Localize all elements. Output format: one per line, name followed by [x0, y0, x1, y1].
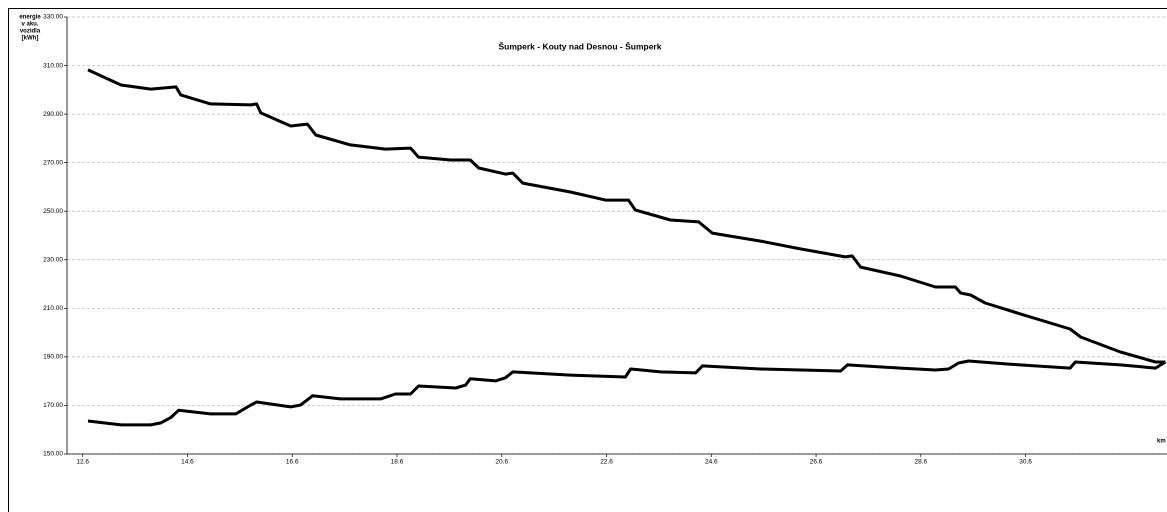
x-tick-label: 30.6 [1019, 459, 1032, 466]
x-tick-label: 20.6 [495, 459, 508, 466]
x-tick-label: 22.6 [600, 459, 613, 466]
y-tick-label: 190.00 [43, 354, 63, 361]
y-tick-label: 150.00 [43, 451, 63, 458]
y-tick-label: 230.00 [43, 256, 63, 263]
y-tick-label: 330.00 [43, 14, 63, 21]
y-axis-label: vozidla [20, 29, 41, 35]
y-tick-label: 250.00 [43, 208, 63, 215]
x-axis-label: km [1157, 439, 1166, 445]
x-tick-label: 28.6 [914, 459, 927, 466]
y-axis-label: energie [19, 15, 41, 21]
data-line [87, 359, 1167, 427]
x-tick-label: 14.6 [181, 459, 194, 466]
y-tick-label: 290.00 [43, 111, 63, 118]
chart-title: Šumperk - Kouty nad Desnou - Šumperk [499, 40, 662, 51]
y-axis-label: [kWh] [22, 36, 39, 42]
y-tick-label: 170.00 [43, 402, 63, 409]
y-axis-label: v aku. [21, 22, 38, 28]
x-tick-label: 12.6 [76, 459, 89, 466]
y-tick-label: 210.00 [43, 305, 63, 312]
x-tick-label: 26.6 [810, 459, 823, 466]
data-line [87, 68, 1166, 364]
x-tick-label: 24.6 [705, 459, 718, 466]
y-tick-label: 270.00 [43, 159, 63, 166]
x-tick-label: 18.6 [391, 459, 404, 466]
y-tick-label: 310.00 [43, 62, 63, 69]
chart-frame [8, 8, 1167, 512]
x-tick-label: 16.6 [286, 459, 299, 466]
